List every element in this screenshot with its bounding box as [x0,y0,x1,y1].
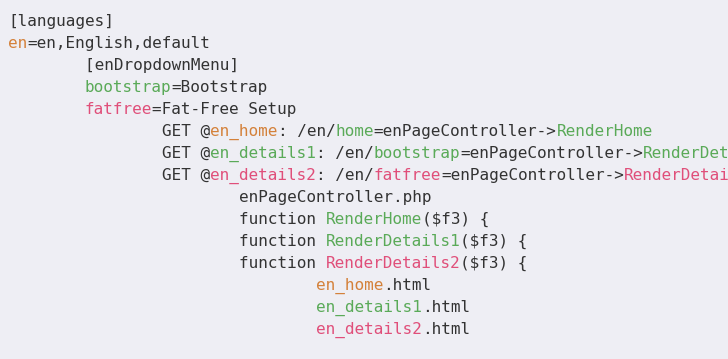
Text: : /en/: : /en/ [277,124,336,139]
Text: ($f3) {: ($f3) { [460,234,528,249]
Text: ($f3) {: ($f3) { [460,256,528,271]
Text: =en,English,default: =en,English,default [27,36,210,51]
Text: RenderDetails2: RenderDetails2 [325,256,460,271]
Text: function: function [8,256,325,271]
Text: fatfree: fatfree [373,168,441,183]
Text: GET @: GET @ [8,124,210,139]
Text: RenderHome: RenderHome [557,124,653,139]
Text: bootstrap: bootstrap [85,80,172,95]
Text: en_details1: en_details1 [210,146,316,162]
Text: RenderDetails2: RenderDetails2 [624,168,728,183]
Text: =enPageController->: =enPageController-> [441,168,624,183]
Text: function: function [8,234,325,249]
Text: en_details2: en_details2 [210,168,316,184]
Text: bootstrap: bootstrap [373,146,460,161]
Text: .html: .html [422,322,470,337]
Text: fatfree: fatfree [85,102,152,117]
Text: =enPageController->: =enPageController-> [373,124,557,139]
Text: home: home [336,124,373,139]
Text: RenderDetails1: RenderDetails1 [644,146,728,161]
Text: : /en/: : /en/ [316,168,373,183]
Text: enPageController.php: enPageController.php [8,190,432,205]
Text: GET @: GET @ [8,168,210,183]
Text: : /en/: : /en/ [316,146,373,161]
Text: function: function [8,212,325,227]
Text: [enDropdownMenu]: [enDropdownMenu] [8,58,239,73]
Text: en_details1: en_details1 [316,300,422,316]
Text: RenderHome: RenderHome [325,212,422,227]
Text: =Fat-Free Setup: =Fat-Free Setup [152,102,297,117]
Text: GET @: GET @ [8,146,210,161]
Text: ($f3) {: ($f3) { [422,212,489,227]
Text: =Bootstrap: =Bootstrap [172,80,268,95]
Text: en_details2: en_details2 [316,322,422,338]
Text: .html: .html [422,300,470,315]
Text: RenderDetails1: RenderDetails1 [325,234,460,249]
Text: .html: .html [384,278,432,293]
Text: en_home: en_home [210,124,277,140]
Text: en_home: en_home [316,278,384,294]
Text: [languages]: [languages] [8,14,114,29]
Text: en: en [8,36,27,51]
Text: =enPageController->: =enPageController-> [460,146,644,161]
